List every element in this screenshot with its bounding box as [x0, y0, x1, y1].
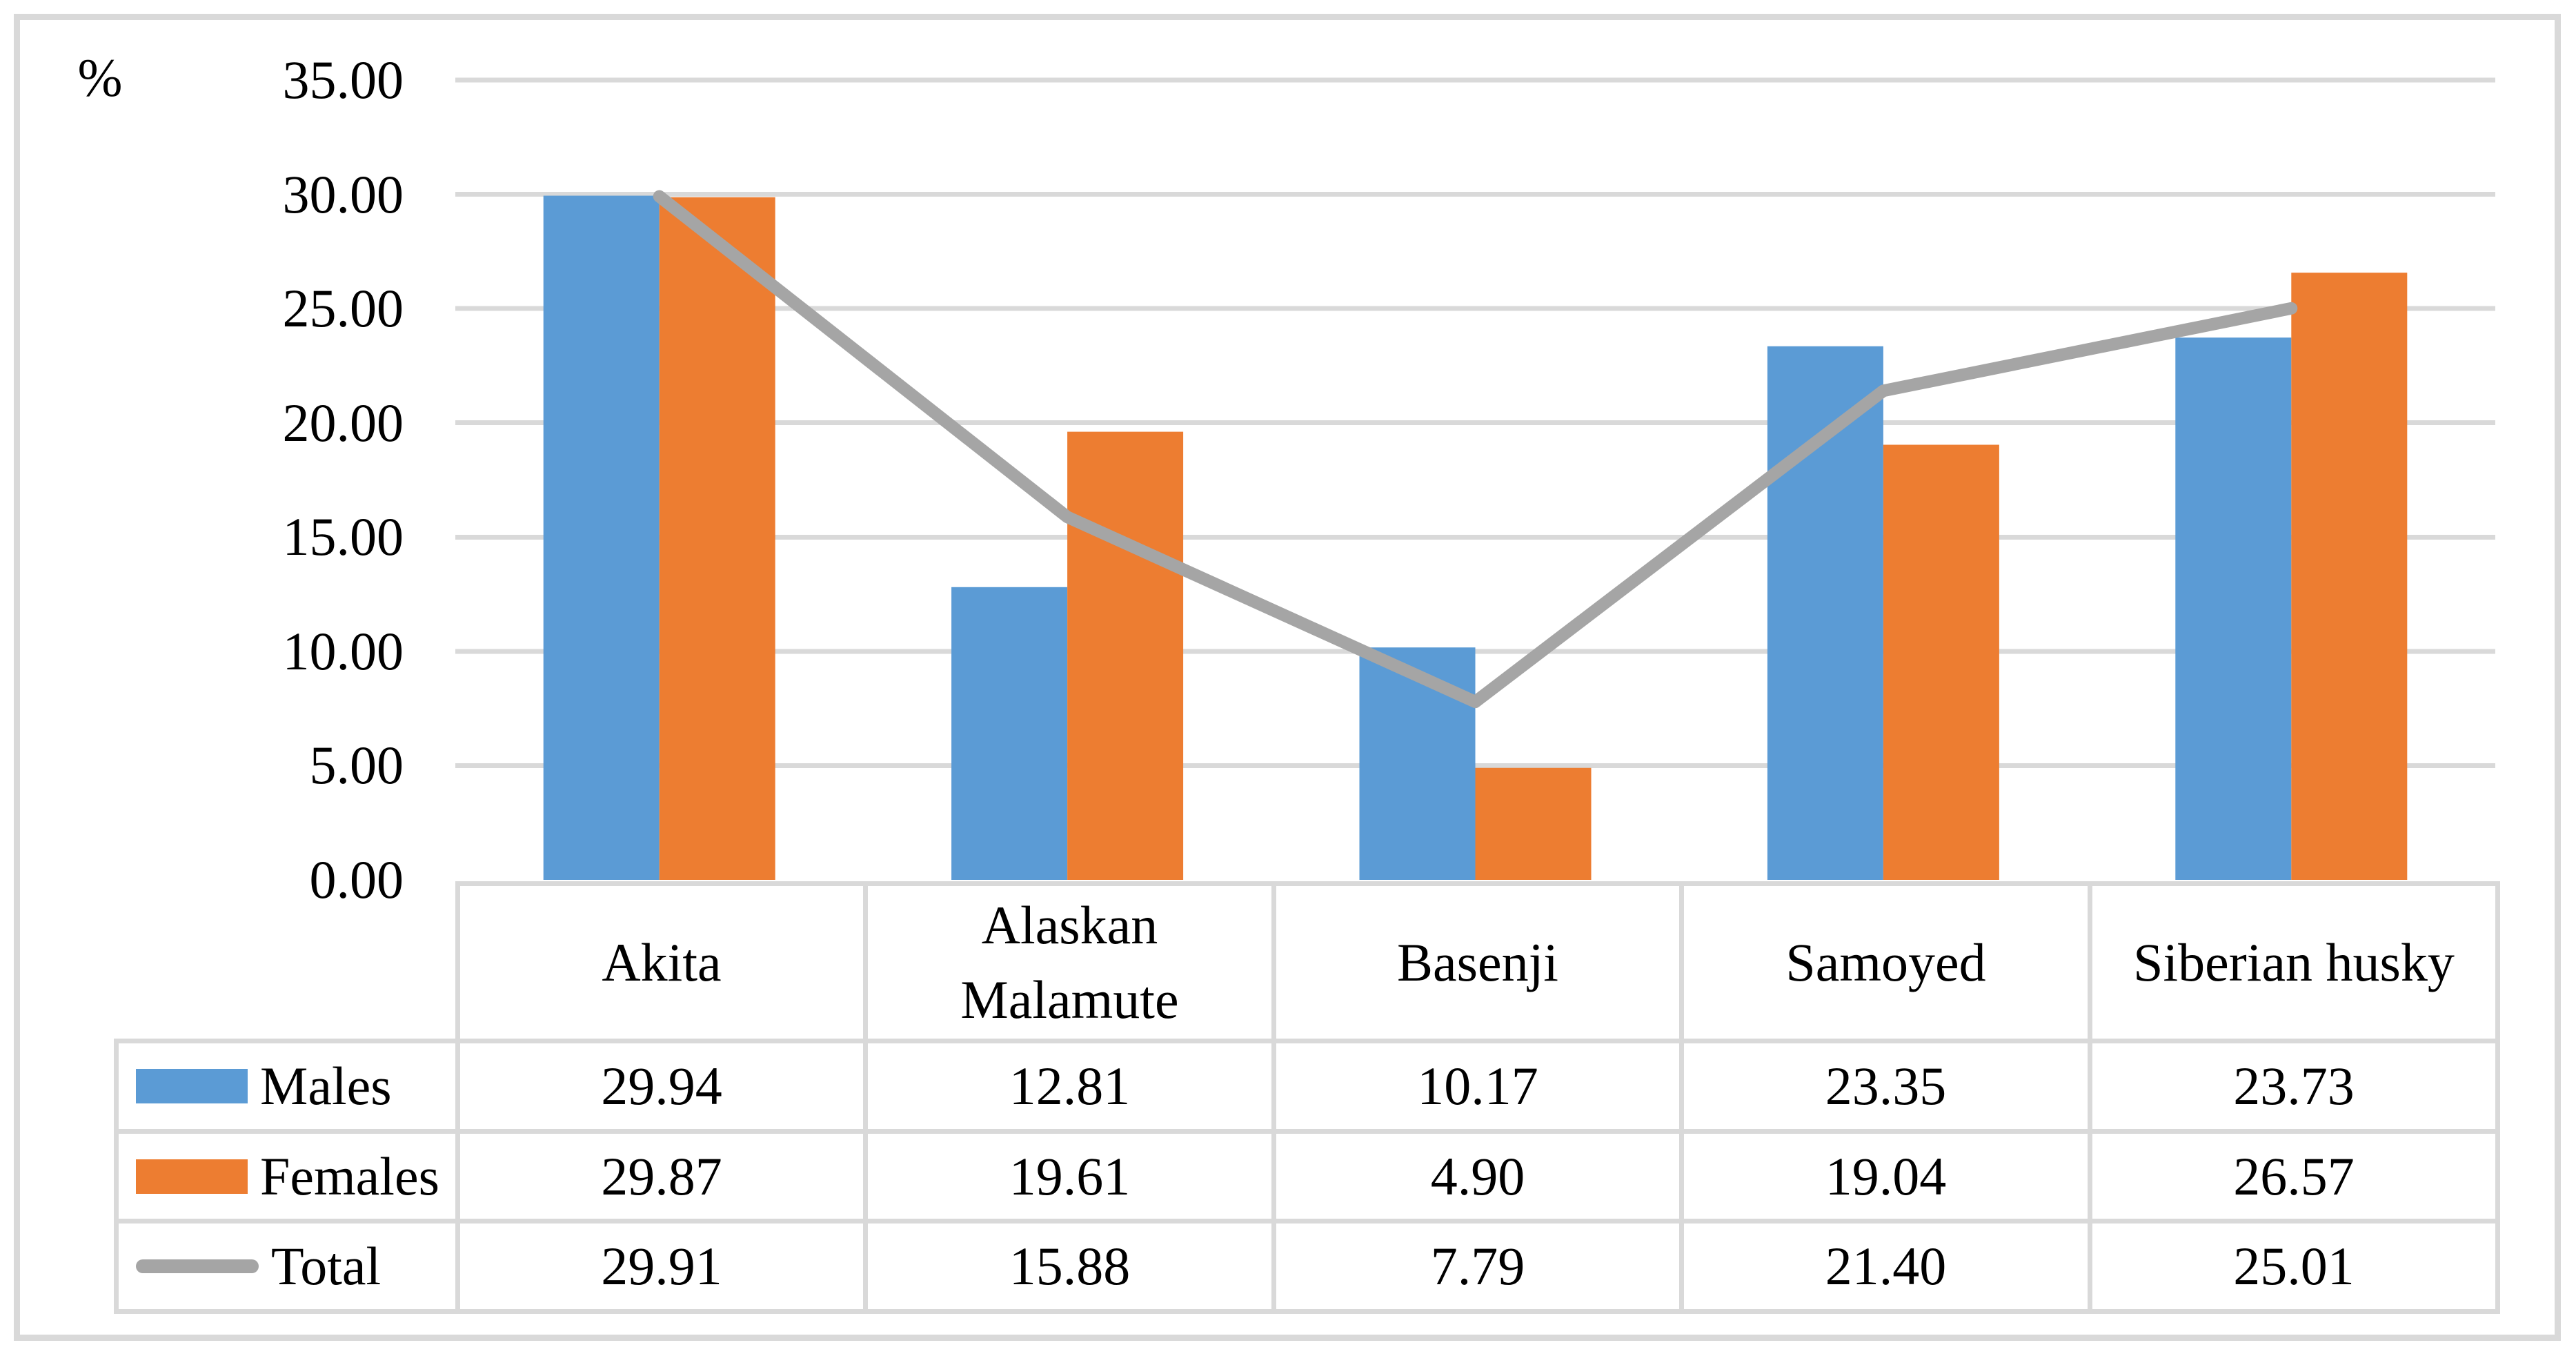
legend-swatch-total-line — [136, 1259, 259, 1273]
total-line — [653, 190, 2298, 709]
table-value-total-samoyed: 21.40 — [1679, 1219, 2088, 1314]
y-axis-tick-25.00: 25.00 — [282, 278, 404, 338]
bar-females-samoyed — [1883, 444, 1999, 880]
y-axis-tick-5.00: 5.00 — [309, 735, 404, 795]
bar-males-samoyed — [1767, 346, 1883, 880]
category-label: Alaskan Malamute — [960, 894, 1179, 1030]
y-axis-tick-15.00: 15.00 — [282, 507, 404, 567]
y-axis-tick-20.00: 20.00 — [282, 393, 404, 453]
legend-swatch-females-bar — [136, 1159, 248, 1194]
table-value-total-alaskan-malamute: 15.88 — [863, 1219, 1271, 1314]
table-header-basenji: Basenji — [1271, 881, 1679, 1039]
table-value-males-alaskan-malamute: 12.81 — [863, 1039, 1271, 1129]
table-header-alaskan-malamute: Alaskan Malamute — [863, 881, 1271, 1039]
bar-females-siberian-husky — [2291, 273, 2408, 880]
table-header-siberian-husky: Siberian husky — [2088, 881, 2500, 1039]
legend-label: Total — [271, 1236, 382, 1296]
category-label: Samoyed — [1785, 932, 1986, 992]
table-header-samoyed: Samoyed — [1679, 881, 2088, 1039]
category-label: Akita — [602, 932, 722, 992]
bar-females-akita — [659, 197, 775, 880]
bar-males-alaskan-malamute — [951, 587, 1068, 880]
table-value-males-akita: 29.94 — [455, 1039, 863, 1129]
bar-males-basenji — [1359, 647, 1476, 880]
table-value-total-akita: 29.91 — [455, 1219, 863, 1314]
table-value-total-basenji: 7.79 — [1271, 1219, 1679, 1314]
table-value-females-siberian-husky: 26.57 — [2088, 1129, 2500, 1219]
y-axis-tick-0.00: 0.00 — [309, 849, 404, 910]
y-axis-tick-30.00: 30.00 — [282, 164, 404, 224]
legend-swatch-males-bar — [136, 1069, 248, 1103]
table-value-females-alaskan-malamute: 19.61 — [863, 1129, 1271, 1219]
legend-item-total: Total — [114, 1219, 455, 1314]
bar-females-alaskan-malamute — [1067, 431, 1184, 880]
bar-females-basenji — [1475, 767, 1592, 880]
legend-item-males: Males — [114, 1039, 455, 1129]
table-value-males-samoyed: 23.35 — [1679, 1039, 2088, 1129]
legend-item-females: Females — [114, 1129, 455, 1219]
table-value-total-siberian-husky: 25.01 — [2088, 1219, 2500, 1314]
legend-label: Females — [260, 1146, 439, 1206]
legend-label: Males — [260, 1056, 392, 1116]
table-value-males-siberian-husky: 23.73 — [2088, 1039, 2500, 1129]
figure-border — [14, 14, 2561, 1341]
table-value-males-basenji: 10.17 — [1271, 1039, 1679, 1129]
table-value-females-basenji: 4.90 — [1271, 1129, 1679, 1219]
table-value-females-akita: 29.87 — [455, 1129, 863, 1219]
table-header-akita: Akita — [455, 881, 863, 1039]
table-value-females-samoyed: 19.04 — [1679, 1129, 2088, 1219]
bar-males-akita — [543, 195, 660, 880]
y-axis-unit-label: % — [77, 48, 123, 108]
y-axis-tick-10.00: 10.00 — [282, 621, 404, 681]
category-label: Basenji — [1397, 932, 1558, 992]
bar-males-siberian-husky — [2175, 337, 2292, 880]
category-label: Siberian husky — [2133, 932, 2455, 992]
y-axis-tick-35.00: 35.00 — [282, 50, 404, 110]
